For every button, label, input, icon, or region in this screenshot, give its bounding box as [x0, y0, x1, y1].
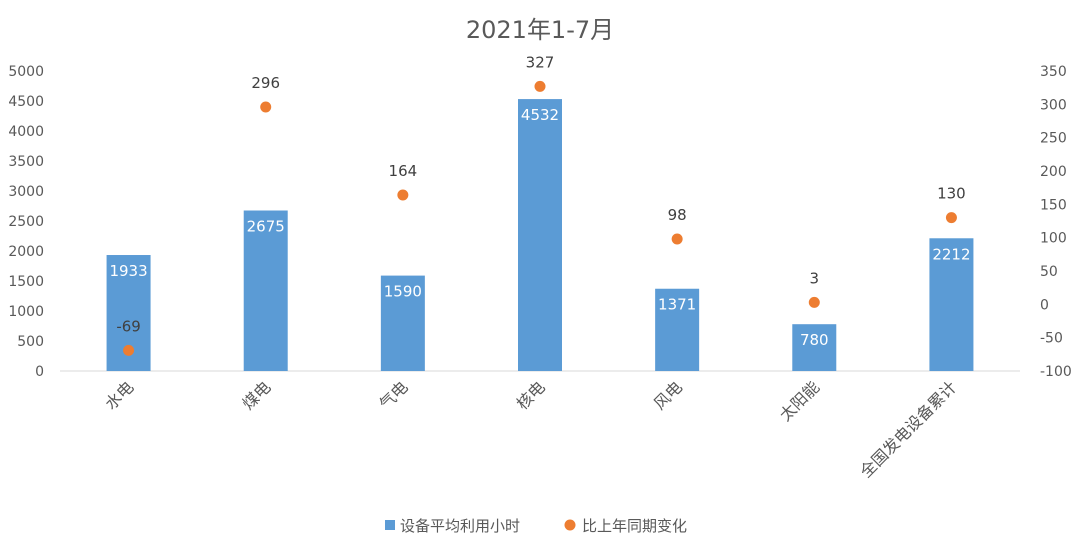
left-axis-tick-label: 1000: [8, 304, 44, 320]
left-axis-tick-label: 2000: [8, 244, 44, 260]
left-axis-tick-label: 5000: [8, 64, 44, 80]
dot: [397, 189, 409, 201]
chart-title: 2021年1-7月: [466, 16, 614, 44]
legend-swatch-bar: [385, 520, 395, 530]
legend-label-dot[interactable]: 比上年同期变化: [582, 517, 687, 535]
dot-value-label: 98: [668, 206, 687, 224]
bar: [518, 99, 562, 371]
bar-value-label: 1933: [109, 262, 147, 280]
bar: [792, 324, 837, 371]
bar-value-label: 780: [800, 331, 829, 349]
bar: [929, 238, 974, 371]
right-axis-tick-label: -100: [1040, 364, 1072, 380]
right-axis: -100 -50 0 50 100 150 200 250 300 350: [1040, 64, 1072, 380]
left-axis-tick-label: 4500: [8, 94, 44, 110]
left-axis-tick-label: 1500: [8, 274, 44, 290]
left-axis-tick-label: 2500: [8, 214, 44, 230]
dot: [671, 233, 683, 245]
dot: [808, 296, 820, 308]
category-label: 全国发电设备累计: [856, 377, 960, 481]
category-label: 气电: [376, 377, 412, 413]
category-label: 煤电: [238, 377, 274, 413]
legend-label-bar[interactable]: 设备平均利用小时: [400, 517, 520, 535]
left-axis-tick-label: 3000: [8, 184, 44, 200]
dot-value-label: 130: [937, 185, 966, 203]
left-axis-tick-label: 3500: [8, 154, 44, 170]
dot: [123, 344, 135, 356]
dot-value-label: 164: [389, 162, 418, 180]
dot-series: -69 296 164 327 98 3 130: [116, 53, 966, 356]
right-axis-tick-label: 200: [1040, 164, 1067, 180]
dot-value-label: 3: [810, 269, 820, 287]
dot-value-label: 296: [251, 74, 280, 92]
right-axis-tick-label: 0: [1040, 297, 1049, 313]
bar: [380, 275, 425, 371]
bar: [243, 210, 288, 371]
legend-swatch-dot: [564, 519, 576, 531]
bar-value-label: 2675: [247, 218, 285, 236]
bar-series: 1933 2675 1590 4532 1371 780 2212: [106, 99, 974, 371]
dot: [260, 101, 272, 113]
category-labels: 水电 煤电 气电 核电 风电 太阳能 全国发电设备累计: [101, 377, 960, 481]
left-axis-tick-label: 0: [35, 364, 44, 380]
left-axis-tick-label: 4000: [8, 124, 44, 140]
right-axis-tick-label: 150: [1040, 197, 1067, 213]
dot: [534, 80, 546, 92]
right-axis-tick-label: 100: [1040, 231, 1067, 247]
legend: 设备平均利用小时 比上年同期变化: [385, 517, 687, 535]
left-axis-tick-label: 500: [17, 334, 44, 350]
category-label: 风电: [650, 377, 686, 413]
left-axis: 0 500 1000 1500 2000 2500 3000 3500 4000 4500 5000: [8, 64, 44, 380]
right-axis-tick-label: 250: [1040, 131, 1067, 147]
dot-value-label: 327: [526, 53, 555, 71]
dot: [945, 212, 957, 224]
right-axis-tick-label: 350: [1040, 64, 1067, 80]
right-axis-tick-label: -50: [1040, 331, 1063, 347]
category-label: 核电: [513, 377, 549, 413]
dot-value-label: -69: [116, 317, 141, 335]
bar: [655, 288, 700, 371]
bar-value-label: 1371: [658, 296, 696, 314]
bar-value-label: 1590: [384, 283, 422, 301]
category-label: 太阳能: [776, 377, 823, 424]
bar-value-label: 4532: [521, 106, 559, 124]
bar-value-label: 2212: [932, 245, 970, 263]
category-label: 水电: [101, 377, 137, 413]
right-axis-tick-label: 50: [1040, 264, 1058, 280]
right-axis-tick-label: 300: [1040, 97, 1067, 113]
